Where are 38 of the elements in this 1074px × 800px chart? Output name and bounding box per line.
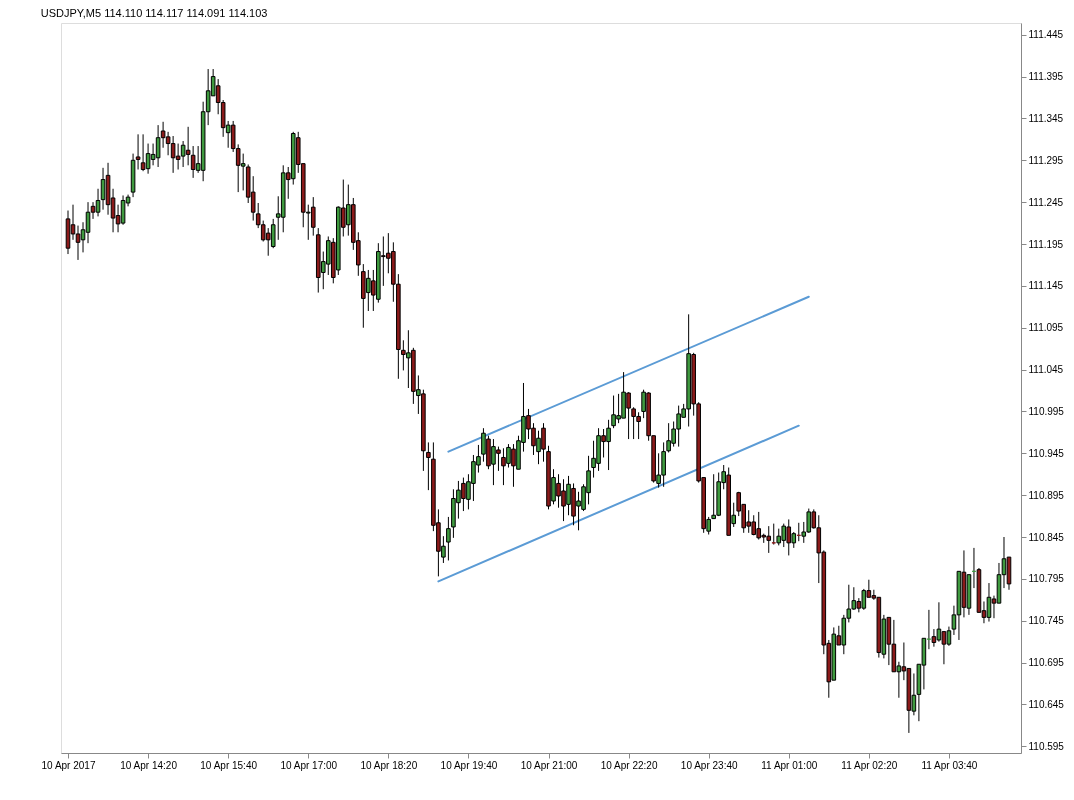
y-tick-label: 111.395 (1028, 71, 1064, 83)
y-tick-label: 111.195 (1028, 238, 1064, 250)
x-tick-label: 11 Apr 03:40 (921, 759, 978, 771)
y-tick-label: 110.945 (1028, 447, 1065, 459)
y-tick-label: 110.695 (1028, 657, 1065, 669)
x-tick-label: 11 Apr 02:20 (841, 759, 898, 771)
x-tick-label: 10 Apr 19:40 (440, 759, 498, 771)
x-tick-label: 10 Apr 23:40 (680, 759, 738, 771)
candlestick (446, 516, 451, 561)
x-tick-label: 10 Apr 21:00 (520, 759, 578, 771)
candlestick (95, 188, 101, 217)
x-tick-label: 10 Apr 14:20 (120, 759, 178, 771)
candlestick (75, 225, 81, 261)
y-tick-label: 111.145 (1028, 280, 1064, 292)
y-tick-label: 111.245 (1028, 196, 1064, 208)
y-tick-label: 110.895 (1028, 489, 1065, 501)
y-tick-label: 111.445 (1028, 29, 1064, 41)
y-tick-label: 111.295 (1028, 154, 1064, 166)
x-tick-label: 10 Apr 18:20 (360, 759, 418, 771)
y-tick-label: 111.095 (1028, 322, 1064, 334)
y-tick-label: 111.045 (1028, 364, 1064, 376)
y-tick-label: 110.995 (1028, 405, 1065, 417)
chart-title: USDJPY,M5 114.110 114.117 114.091 114.103 (40, 7, 268, 19)
candlestick (310, 196, 316, 237)
y-tick-label: 111.345 (1028, 112, 1064, 124)
candlestick (426, 441, 431, 491)
y-tick-label: 110.845 (1028, 531, 1065, 543)
x-tick-label: 10 Apr 22:20 (600, 759, 658, 771)
y-tick-label: 110.645 (1028, 698, 1065, 710)
y-tick-label: 110.795 (1028, 573, 1065, 585)
y-tick-label: 110.745 (1028, 615, 1065, 627)
x-tick-label: 10 Apr 17:00 (280, 759, 338, 771)
x-tick-label: 10 Apr 2017 (41, 759, 96, 771)
y-tick-label: 110.595 (1028, 740, 1065, 752)
candlestick (771, 523, 777, 546)
x-tick-label: 11 Apr 01:00 (761, 759, 818, 771)
candlestick (270, 218, 276, 249)
x-tick-label: 10 Apr 15:40 (200, 759, 258, 771)
